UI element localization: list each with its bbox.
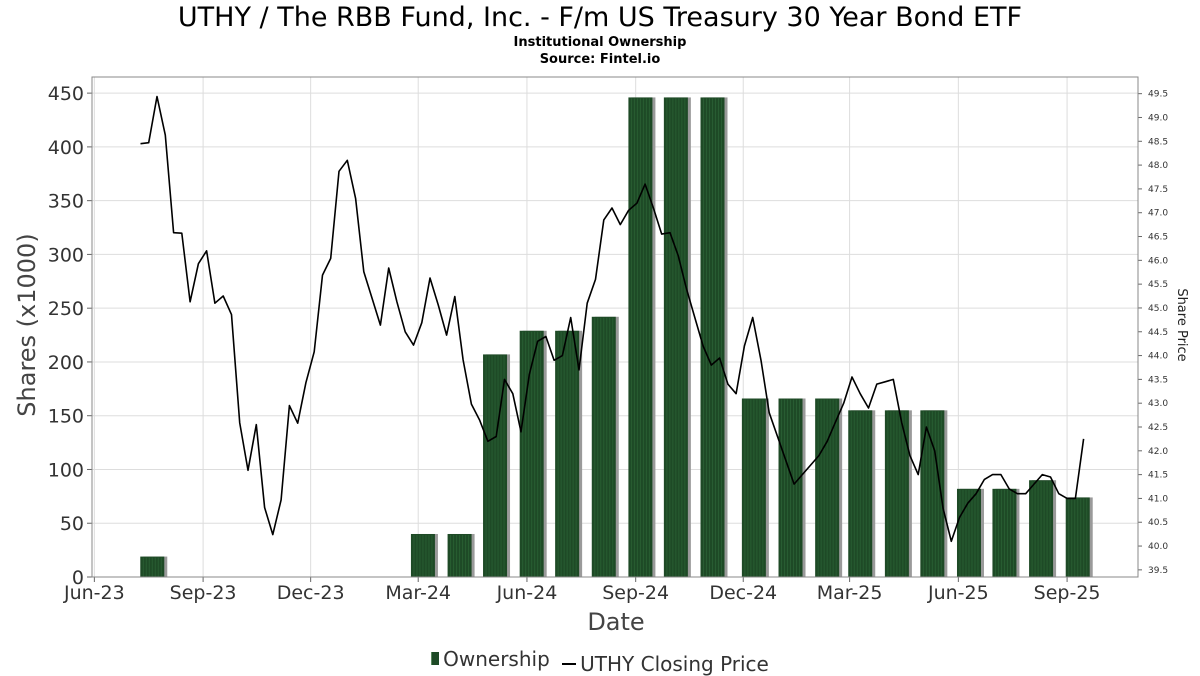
- y-tick-label: 100: [48, 459, 84, 481]
- y-axis-title: Shares (x1000): [13, 233, 41, 416]
- x-tick-label: Mar-25: [817, 582, 883, 604]
- ownership-bar: [483, 354, 511, 577]
- legend-ownership-label: Ownership: [443, 646, 550, 671]
- axis-layer: 0 50 100 150 200 250 300 350 400 450 39.5 40.0 40.5 4…: [48, 76, 1168, 604]
- ownership-bar: [663, 97, 691, 577]
- x-tick-label: Sep-25: [1034, 582, 1101, 604]
- x-tick-label: Sep-23: [170, 582, 237, 604]
- y-tick-label: 250: [48, 298, 84, 320]
- y-tick-label: 150: [48, 406, 84, 428]
- legend-ownership-swatch: [431, 652, 440, 665]
- y2-tick-label: 40.0: [1148, 542, 1168, 552]
- ownership-bar: [956, 488, 984, 577]
- y2-tick-label: 49.0: [1148, 113, 1168, 123]
- ownership-bar: [591, 316, 619, 577]
- y-tick-label: 450: [48, 83, 84, 105]
- legend-price-label: UTHY Closing Price: [580, 652, 769, 676]
- x-tick-label: Dec-23: [277, 582, 345, 604]
- ownership-bar: [410, 533, 438, 577]
- price-line: [140, 95, 1085, 543]
- legend-ownership[interactable]: Ownership: [431, 647, 550, 671]
- y2-tick-label: 47.0: [1148, 209, 1168, 219]
- ownership-bar: [555, 330, 583, 577]
- x-tick-label: Dec-24: [709, 582, 777, 604]
- plot-frame: [91, 76, 1139, 578]
- x-axis-title: Date: [587, 608, 644, 636]
- y2-tick-label: 43.5: [1148, 375, 1168, 385]
- ownership-bar: [1029, 480, 1057, 577]
- ownership-bar: [140, 556, 168, 577]
- y2-tick-label: 41.5: [1148, 471, 1168, 481]
- y2-tick-label: 44.0: [1148, 352, 1168, 362]
- y2-tick-label: 48.5: [1148, 137, 1168, 147]
- y2-tick-label: 41.0: [1148, 494, 1168, 504]
- y-tick-label: 0: [72, 567, 84, 589]
- y-tick-label: 300: [48, 244, 84, 266]
- ownership-bar: [1065, 497, 1093, 577]
- y-tick-label: 400: [48, 137, 84, 159]
- ownership-bar: [628, 97, 656, 577]
- y2-tick-label: 40.5: [1148, 518, 1168, 528]
- ownership-chart: 0 50 100 150 200 250 300 350 400 450 39.5 40.0 40.5 4…: [13, 76, 1189, 636]
- y2-tick-label: 49.5: [1148, 90, 1168, 100]
- x-tick-label: Jun-23: [63, 582, 125, 604]
- x-tick-label: Sep-24: [602, 582, 669, 604]
- ownership-bar: [741, 398, 769, 577]
- y2-tick-label: 45.5: [1148, 280, 1168, 290]
- x-tick-label: Jun-25: [927, 582, 989, 604]
- y2-axis-title: Share Price: [1174, 288, 1189, 361]
- y-tick-label: 50: [60, 513, 84, 535]
- chart-subtitle: Institutional Ownership: [513, 35, 687, 50]
- y2-tick-label: 42.0: [1148, 447, 1168, 457]
- chart-source: Source: Fintel.io: [539, 52, 661, 67]
- bar-layer: [140, 97, 1093, 577]
- ownership-bar: [778, 398, 806, 577]
- x-tick-label: Jun-24: [496, 582, 558, 604]
- legend-price[interactable]: UTHY Closing Price: [556, 652, 769, 676]
- ownership-bar: [884, 410, 912, 577]
- y2-tick-label: 47.5: [1148, 185, 1168, 195]
- y2-tick-label: 46.0: [1148, 256, 1168, 266]
- ownership-bar: [700, 97, 728, 577]
- ownership-bar: [992, 488, 1020, 577]
- y2-tick-label: 42.5: [1148, 423, 1168, 433]
- ownership-bar: [447, 533, 475, 577]
- line-layer: [140, 95, 1085, 543]
- y2-tick-label: 44.5: [1148, 328, 1168, 338]
- ownership-bar: [815, 398, 843, 577]
- x-tick-label: Mar-24: [385, 582, 451, 604]
- ownership-bar: [848, 410, 876, 577]
- y2-tick-label: 46.5: [1148, 233, 1168, 243]
- legend-price-swatch: [562, 663, 577, 665]
- chart-title: UTHY / The RBB Fund, Inc. - F/m US Treas…: [177, 2, 1023, 33]
- y2-tick-label: 45.0: [1148, 304, 1168, 314]
- ownership-bar: [519, 330, 547, 577]
- legend: Ownership UTHY Closing Price: [0, 646, 1200, 676]
- y-tick-label: 200: [48, 352, 84, 374]
- y2-tick-label: 43.0: [1148, 399, 1168, 409]
- y2-tick-label: 39.5: [1148, 566, 1168, 576]
- y-tick-label: 350: [48, 191, 84, 213]
- y2-tick-label: 48.0: [1148, 161, 1168, 171]
